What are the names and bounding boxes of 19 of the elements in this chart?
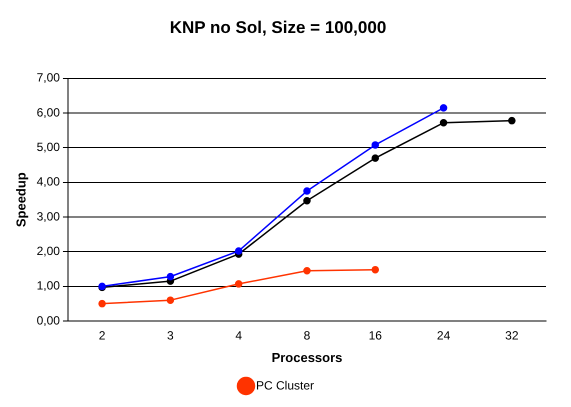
- y-tick-label: 3,00: [36, 209, 60, 224]
- y-tick-label: 2,00: [36, 244, 60, 258]
- x-tick-label: 8: [304, 328, 311, 343]
- x-tick-label: 3: [167, 328, 174, 343]
- x-tick-label: 32: [505, 328, 519, 343]
- chart-title: KNP no Sol, Size = 100,000: [170, 18, 386, 37]
- y-tick-label: 4,00: [36, 174, 60, 189]
- y-tick-label: 6,00: [36, 105, 60, 120]
- x-tick-label: 4: [235, 328, 242, 343]
- y-tick-label: 1,00: [36, 278, 60, 293]
- y-tick-label: 5,00: [36, 140, 60, 154]
- x-tick-label: 2: [98, 328, 106, 343]
- legend-label: PC Cluster: [256, 378, 314, 392]
- y-axis-title: Speedup: [13, 172, 28, 228]
- x-axis-title: Processors: [272, 350, 342, 365]
- y-tick-label: 0,00: [36, 313, 60, 328]
- x-tick-label: 16: [368, 328, 382, 343]
- y-tick-label: 7,00: [36, 70, 60, 85]
- x-tick-label: 24: [436, 328, 451, 343]
